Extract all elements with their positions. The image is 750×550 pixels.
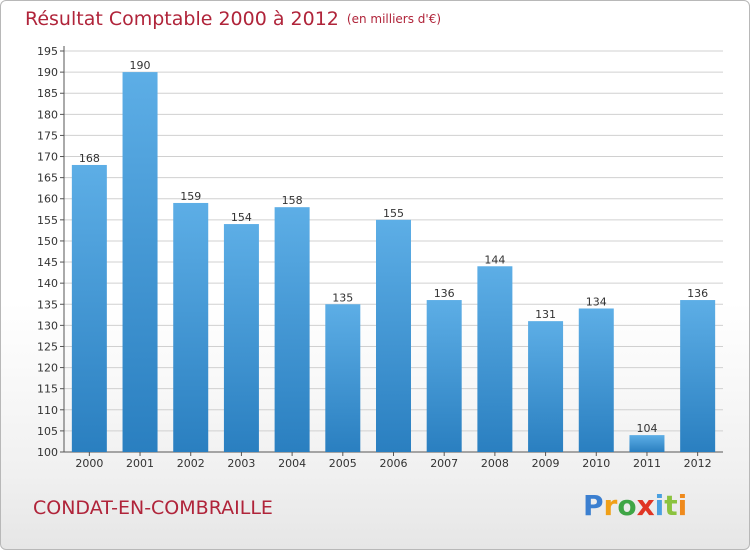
data-label: 144 [484,253,505,266]
chart-title: Résultat Comptable 2000 à 2012 (en millie… [25,8,441,30]
y-tick-label: 195 [37,45,58,58]
logo-letter: i [677,489,688,522]
y-tick-label: 125 [37,340,58,353]
y-tick-label: 115 [37,383,58,396]
y-tick-label: 120 [37,362,58,375]
chart-subtitle: (en milliers d'€) [346,12,442,26]
y-tick-label: 100 [37,446,58,459]
bar [223,224,259,452]
x-tick-label: 2003 [227,457,255,470]
y-tick-label: 160 [37,193,58,206]
data-label: 104 [636,422,657,435]
data-label: 190 [130,59,151,72]
y-tick-label: 110 [37,404,58,417]
x-tick-label: 2010 [582,457,610,470]
chart-title-text: Résultat Comptable 2000 à 2012 [25,8,339,30]
x-tick-label: 2006 [380,457,408,470]
bar [122,72,158,453]
bar [426,300,462,452]
data-labels: 168 190 159 154 158 135 155 136 144 131 134 104 136 [79,59,708,435]
bar [477,266,513,452]
data-label: 131 [535,308,556,321]
bar [578,308,614,452]
logo-letter: o [617,489,637,522]
data-label: 154 [231,211,252,224]
y-tick-label: 150 [37,235,58,248]
data-label: 158 [282,194,303,207]
y-tick-label: 130 [37,319,58,332]
y-tick-label: 140 [37,277,58,290]
x-tick-label: 2012 [684,457,712,470]
y-tick-label: 185 [37,87,58,100]
y-tick-label: 135 [37,298,58,311]
x-tick-label: 2009 [532,457,560,470]
bars [71,72,716,453]
x-tick-label: 2002 [177,457,205,470]
bar [274,207,310,452]
logo-letter: t [664,489,678,522]
x-tick-label: 2004 [278,457,306,470]
x-tick-label: 2000 [75,457,103,470]
y-tick-label: 145 [37,256,58,269]
logo-letter: i [654,489,665,522]
proxiti-logo: Proxiti [583,489,687,522]
y-tick-label: 180 [37,108,58,121]
data-label: 136 [434,287,455,300]
bar [173,202,209,452]
data-label: 136 [687,287,708,300]
bar [528,321,564,452]
data-label: 155 [383,207,404,220]
bar [680,300,716,452]
logo-letter: P [583,489,604,522]
x-tick-label: 2011 [633,457,661,470]
commune-name: CONDAT-EN-COMBRAILLE [33,497,273,519]
data-label: 159 [180,190,201,203]
bar [629,435,665,452]
logo-letter: r [603,489,618,522]
x-tick-label: 2001 [126,457,154,470]
bar [325,304,361,452]
data-label: 134 [586,295,607,308]
x-tick-label: 2005 [329,457,357,470]
data-label: 168 [79,152,100,165]
y-tick-label: 175 [37,129,58,142]
bar [376,219,411,452]
y-tick-label: 165 [37,172,58,185]
y-tick-label: 190 [37,66,58,79]
bar [71,164,107,452]
x-tick-label: 2008 [481,457,509,470]
logo-letter: x [636,489,655,522]
data-label: 135 [332,291,353,304]
x-tick-label: 2007 [430,457,458,470]
y-tick-label: 155 [37,214,58,227]
y-tick-label: 105 [37,425,58,438]
y-tick-label: 170 [37,151,58,164]
axes: 100 105 110 115 120 125 130 135 140 145 150 155 160 1… [37,45,723,470]
